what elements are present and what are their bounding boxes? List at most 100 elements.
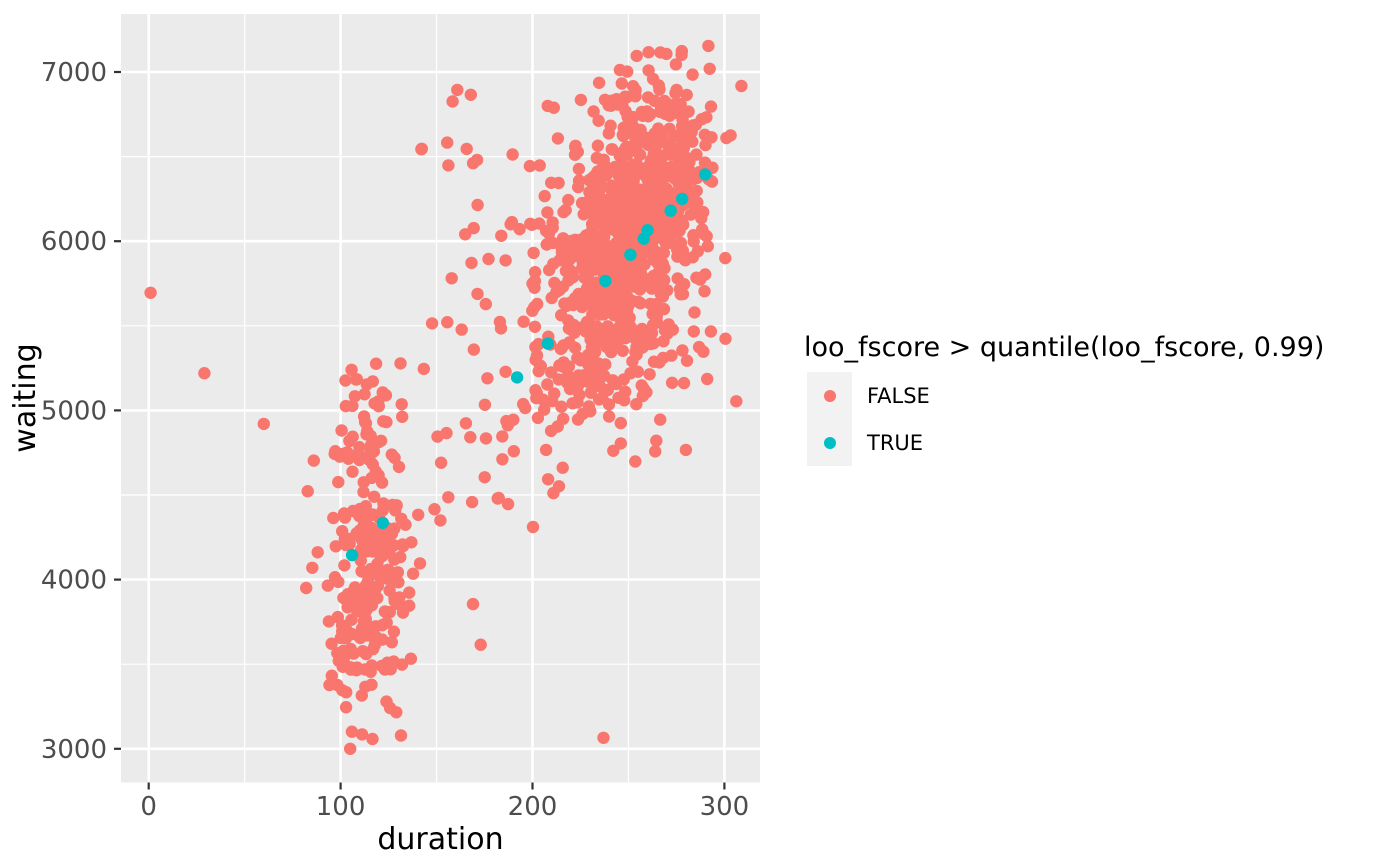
data-point-false xyxy=(325,669,338,682)
data-point-false xyxy=(661,327,674,340)
data-point-false xyxy=(556,461,569,474)
data-point-false xyxy=(634,123,647,137)
data-point-false xyxy=(661,284,674,297)
data-point-false xyxy=(344,661,357,674)
data-point-false xyxy=(590,323,603,336)
data-point-false xyxy=(397,600,410,613)
data-point-false xyxy=(357,476,370,489)
data-point-false xyxy=(500,414,513,428)
data-point-false xyxy=(680,354,694,367)
data-point-false xyxy=(413,557,427,570)
data-point-false xyxy=(388,499,401,512)
data-point-false xyxy=(327,511,340,525)
data-point-false xyxy=(670,83,683,97)
y-tick-label: 5000 xyxy=(41,396,107,426)
data-point-false xyxy=(338,511,352,524)
data-point-false xyxy=(396,410,409,423)
data-point-false xyxy=(528,320,542,333)
data-point-false xyxy=(358,609,371,622)
data-point-false xyxy=(699,138,712,152)
data-point-false xyxy=(357,410,371,423)
data-point-false xyxy=(382,564,395,577)
data-point-false xyxy=(602,127,615,140)
data-point-false xyxy=(667,104,680,117)
data-point-false xyxy=(562,193,575,207)
data-point-false xyxy=(529,384,542,397)
data-point-false xyxy=(617,181,630,195)
data-point-false xyxy=(412,508,425,521)
data-point-false xyxy=(353,441,366,454)
data-point-false xyxy=(658,194,671,207)
x-tick-label: 300 xyxy=(700,792,750,822)
data-point-true xyxy=(376,516,389,530)
data-point-false xyxy=(442,491,455,504)
data-point-false xyxy=(442,159,455,172)
data-point-false xyxy=(551,132,565,145)
data-point-false xyxy=(612,218,625,232)
data-point-false xyxy=(390,706,403,719)
legend-key-true xyxy=(807,419,852,466)
data-point-false xyxy=(573,388,586,402)
data-point-false xyxy=(556,360,569,373)
data-point-false xyxy=(527,246,540,260)
legend-key-false xyxy=(807,372,852,419)
data-point-false xyxy=(629,455,642,468)
data-point-false xyxy=(406,567,420,580)
data-point-false xyxy=(640,336,654,349)
data-point-false xyxy=(532,364,545,378)
data-point-false xyxy=(363,580,376,593)
data-point-false xyxy=(600,298,614,311)
data-point-false xyxy=(481,372,494,385)
data-point-false xyxy=(496,430,509,443)
data-point-false xyxy=(434,456,448,469)
data-point-false xyxy=(358,512,371,525)
data-point-false xyxy=(496,453,509,466)
data-point-false xyxy=(356,450,369,464)
data-point-false xyxy=(339,399,352,413)
data-point-false xyxy=(642,46,655,59)
y-tick-label: 3000 xyxy=(41,735,107,765)
data-point-false xyxy=(482,252,495,266)
data-point-false xyxy=(353,502,366,516)
data-point-false xyxy=(677,141,690,155)
data-point-false xyxy=(652,79,665,92)
data-point-false xyxy=(377,497,390,510)
data-point-false xyxy=(555,400,568,413)
legend-title: loo_fscore > quantile(loo_fscore, 0.99) xyxy=(804,332,1325,363)
data-point-false xyxy=(629,83,642,97)
data-point-false xyxy=(339,631,353,645)
data-point-false xyxy=(394,550,407,564)
data-point-false xyxy=(325,637,338,650)
data-point-false xyxy=(584,386,597,399)
y-tick-label: 4000 xyxy=(41,566,107,596)
data-point-false xyxy=(353,524,367,537)
data-point-false xyxy=(583,186,596,199)
data-point-false xyxy=(531,411,545,425)
legend-entry-false: FALSE xyxy=(807,372,930,419)
data-point-false xyxy=(614,437,627,450)
data-point-false xyxy=(648,190,662,203)
data-point-false xyxy=(198,367,211,380)
data-point-false xyxy=(555,309,568,322)
data-point-false xyxy=(415,143,428,156)
data-point-false xyxy=(347,647,360,660)
data-point-false xyxy=(610,256,623,270)
data-point-false xyxy=(616,280,630,294)
data-point-false xyxy=(641,91,655,104)
data-point-false xyxy=(571,413,585,426)
data-point-false xyxy=(543,263,556,277)
data-point-false xyxy=(561,376,574,390)
data-point-false xyxy=(696,223,709,236)
data-point-false xyxy=(459,417,473,430)
data-point-false xyxy=(691,196,704,209)
data-point-false xyxy=(621,90,634,104)
data-point-false xyxy=(551,420,564,433)
x-tick-label: 100 xyxy=(316,792,366,822)
data-point-false xyxy=(642,110,655,123)
data-point-true xyxy=(345,548,359,562)
data-point-false xyxy=(528,266,542,279)
data-point-false xyxy=(640,164,653,177)
data-point-false xyxy=(633,283,647,296)
data-point-false xyxy=(355,728,369,741)
data-point-false xyxy=(597,731,610,744)
